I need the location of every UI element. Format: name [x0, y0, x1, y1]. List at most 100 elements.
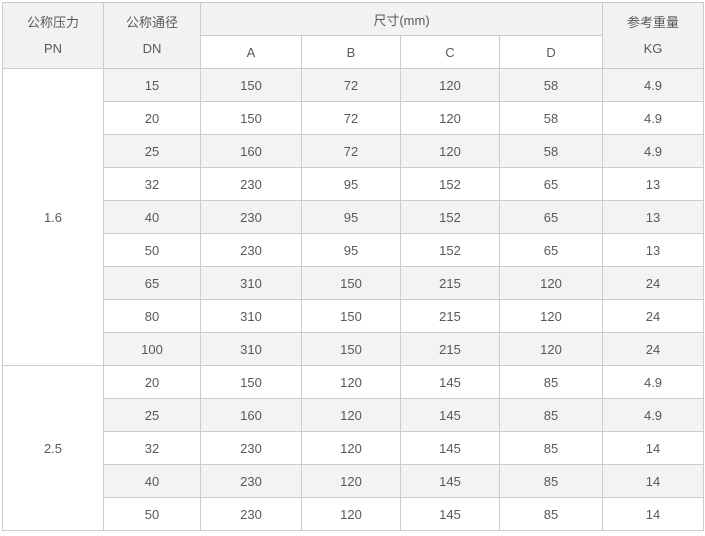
cell-dn: 32	[103, 167, 201, 201]
cell-c: 152	[400, 233, 500, 267]
cell-d: 58	[498, 68, 604, 102]
cell-a: 230	[200, 497, 302, 531]
cell-b: 95	[301, 167, 401, 201]
cell-d: 120	[498, 266, 604, 300]
table-row: 25 160 72 120 58 4.9	[3, 134, 705, 168]
cell-b: 150	[301, 332, 401, 366]
cell-b: 120	[301, 431, 401, 465]
cell-c: 120	[400, 134, 500, 168]
cell-kg: 13	[602, 200, 705, 234]
table-row: 25 160 120 145 85 4.9	[3, 398, 705, 432]
cell-d: 65	[498, 233, 604, 267]
cell-c: 152	[400, 167, 500, 201]
table-header: 公称压力 PN 公称通径 DN 尺寸(mm) 参考重量 KG A B C D	[2, 2, 705, 69]
table-row: 100 310 150 215 120 24	[3, 332, 705, 366]
table-body: 1.6 15 150 72 120 58 4.9 20 150 72 120 5…	[2, 68, 705, 531]
cell-a: 150	[200, 365, 302, 399]
cell-d: 58	[498, 134, 604, 168]
cell-a: 160	[200, 134, 302, 168]
cell-dn: 32	[103, 431, 201, 465]
cell-c: 145	[400, 497, 500, 531]
table-row: 2.5 20 150 120 145 85 4.9	[2, 365, 705, 531]
cell-dn: 40	[103, 200, 201, 234]
header-cell-weight: 参考重量 KG	[602, 2, 705, 69]
cell-d: 85	[498, 497, 604, 531]
cell-d: 85	[498, 365, 604, 399]
cell-dn: 100	[103, 332, 201, 366]
cell-c: 145	[400, 431, 500, 465]
cell-dn: 50	[103, 497, 201, 531]
cell-d: 65	[498, 167, 604, 201]
cell-a: 150	[200, 101, 302, 135]
cell-a: 310	[200, 299, 302, 333]
header-diameter-en: DN	[142, 40, 162, 56]
cell-c: 145	[400, 398, 500, 432]
cell-dn: 25	[103, 398, 201, 432]
cell-b: 72	[301, 68, 401, 102]
header-cell-dim-a: A	[200, 35, 302, 69]
cell-a: 230	[200, 200, 302, 234]
cell-c: 152	[400, 200, 500, 234]
header-cell-diameter: 公称通径 DN	[103, 2, 201, 69]
cell-kg: 24	[602, 266, 705, 300]
cell-pn-group-1: 1.6	[2, 68, 104, 366]
table-row: 50 230 95 152 65 13	[3, 233, 705, 267]
cell-b: 120	[301, 497, 401, 531]
table-row: 80 310 150 215 120 24	[3, 299, 705, 333]
cell-b: 150	[301, 266, 401, 300]
cell-kg: 4.9	[602, 365, 705, 399]
cell-kg: 4.9	[602, 101, 705, 135]
cell-kg: 4.9	[602, 398, 705, 432]
cell-b: 120	[301, 464, 401, 498]
header-cell-pressure: 公称压力 PN	[2, 2, 104, 69]
cell-d: 120	[498, 299, 604, 333]
cell-c: 120	[400, 68, 500, 102]
cell-dn: 65	[103, 266, 201, 300]
cell-a: 230	[200, 167, 302, 201]
cell-kg: 24	[602, 332, 705, 366]
cell-b: 95	[301, 233, 401, 267]
cell-a: 310	[200, 332, 302, 366]
cell-b: 72	[301, 101, 401, 135]
table-row: 65 310 150 215 120 24	[3, 266, 705, 300]
header-row-top: 公称压力 PN 公称通径 DN 尺寸(mm) 参考重量 KG	[2, 2, 705, 69]
cell-kg: 14	[602, 464, 705, 498]
cell-c: 120	[400, 101, 500, 135]
cell-a: 150	[200, 68, 302, 102]
cell-b: 95	[301, 200, 401, 234]
header-cell-dim-c: C	[400, 35, 500, 69]
cell-kg: 24	[602, 299, 705, 333]
cell-pn-group-2: 2.5	[2, 365, 104, 531]
cell-b: 120	[301, 365, 401, 399]
cell-d: 120	[498, 332, 604, 366]
cell-b: 120	[301, 398, 401, 432]
header-weight-zh: 参考重量	[627, 14, 680, 30]
cell-dn: 40	[103, 464, 201, 498]
cell-d: 85	[498, 398, 604, 432]
table-row: 32 230 95 152 65 13	[3, 167, 705, 201]
table-row: 20 150 72 120 58 4.9	[3, 101, 705, 135]
cell-a: 230	[200, 233, 302, 267]
header-cell-dim-b: B	[301, 35, 401, 69]
table-row: 40 230 120 145 85 14	[3, 464, 705, 498]
cell-a: 160	[200, 398, 302, 432]
cell-a: 310	[200, 266, 302, 300]
cell-b: 72	[301, 134, 401, 168]
cell-dn: 20	[103, 101, 201, 135]
table-row: 1.6 15 150 72 120 58 4.9	[2, 68, 705, 366]
cell-a: 230	[200, 431, 302, 465]
cell-kg: 14	[602, 431, 705, 465]
cell-d: 58	[498, 101, 604, 135]
cell-dn: 15	[103, 68, 201, 102]
cell-c: 215	[400, 266, 500, 300]
header-diameter-zh: 公称通径	[125, 14, 178, 30]
header-weight-en: KG	[643, 40, 663, 56]
cell-d: 65	[498, 200, 604, 234]
cell-kg: 13	[602, 167, 705, 201]
cell-c: 215	[400, 299, 500, 333]
table-row: 40 230 95 152 65 13	[3, 200, 705, 234]
header-cell-dim-d: D	[498, 35, 604, 69]
cell-d: 85	[498, 431, 604, 465]
cell-kg: 4.9	[602, 68, 705, 102]
